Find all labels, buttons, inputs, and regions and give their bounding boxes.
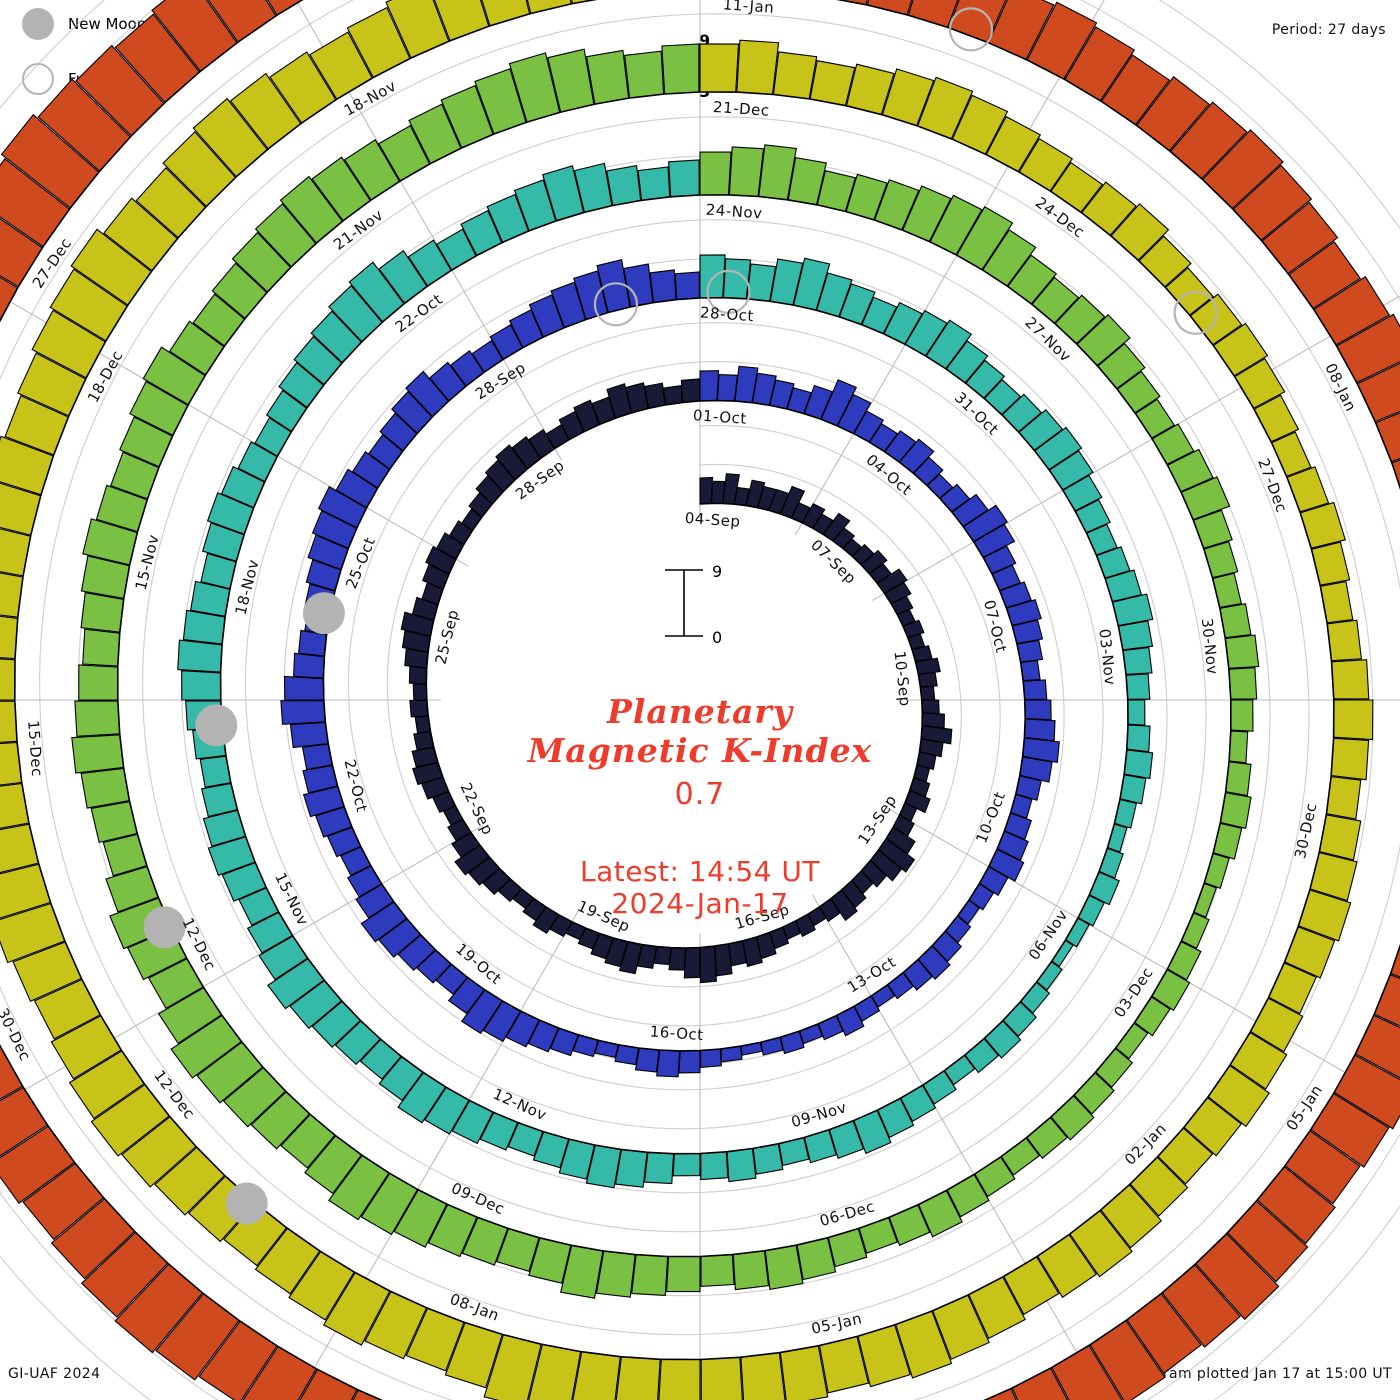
new-moon-marker [225,1182,268,1225]
date-label: 28-Oct [699,303,754,325]
new-moon-marker [302,592,345,635]
date-label: 16-Oct [649,1022,704,1044]
date-label: 01-Oct [692,406,747,428]
new-moon-marker [143,906,186,949]
legend-label-new-moon: New Moon [68,15,147,33]
date-label: 18-Nov [232,557,263,616]
date-label: 30-Dec [1291,801,1321,860]
legend-item-new-moon: New Moon [22,8,146,40]
date-label: 04-Sep [684,509,741,531]
center-scale-bottom-label: 0 [712,628,723,647]
date-label: 25-Sep [432,608,463,666]
full-moon-icon [22,63,54,95]
new-moon-marker [195,704,238,747]
moon-phase-markers [143,7,1218,1225]
new-moon-icon [22,8,54,40]
radial-scale-label-9: 9 [699,31,711,50]
period-label: Period: 27 days [1271,22,1386,38]
date-label: 11-Jan [722,0,775,17]
plotted-timestamp-label: Condegram plotted Jan 17 at 15:00 UT [1106,1366,1392,1382]
date-label: 24-Nov [705,201,763,223]
full-moon-marker [706,269,751,314]
date-label: 21-Dec [713,98,771,120]
date-label: 05-Jan [810,1309,864,1338]
full-moon-marker [1173,290,1218,335]
full-moon-marker [948,7,994,52]
full-moon-marker [593,282,639,327]
center-scale-top-label: 9 [712,562,723,581]
date-label: 30-Nov [1198,617,1222,675]
date-label: 10-Sep [891,650,915,707]
date-label: 03-Nov [1095,628,1119,686]
date-label: 15-Dec [24,720,46,778]
date-label: 15-Nov [132,532,163,591]
date-label: 22-Oct [341,757,371,814]
credit-label: GI-UAF 2024 [8,1366,101,1382]
